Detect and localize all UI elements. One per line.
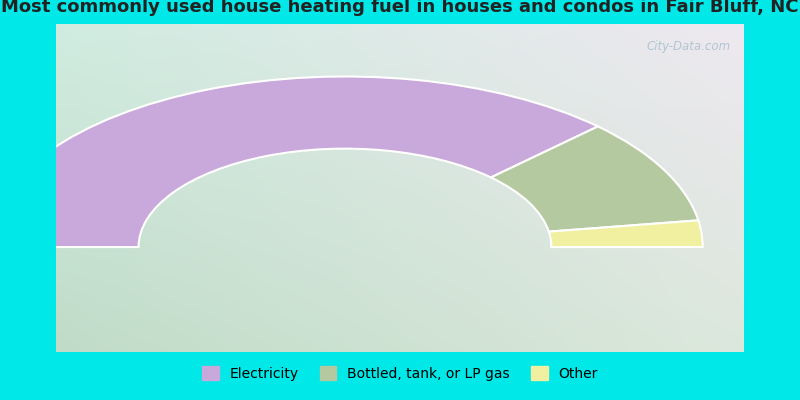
Wedge shape [549, 220, 702, 247]
Text: City-Data.com: City-Data.com [646, 40, 730, 54]
Legend: Electricity, Bottled, tank, or LP gas, Other: Electricity, Bottled, tank, or LP gas, O… [195, 359, 605, 388]
Wedge shape [0, 76, 598, 247]
Text: Most commonly used house heating fuel in houses and condos in Fair Bluff, NC: Most commonly used house heating fuel in… [2, 0, 798, 16]
Wedge shape [491, 126, 698, 232]
